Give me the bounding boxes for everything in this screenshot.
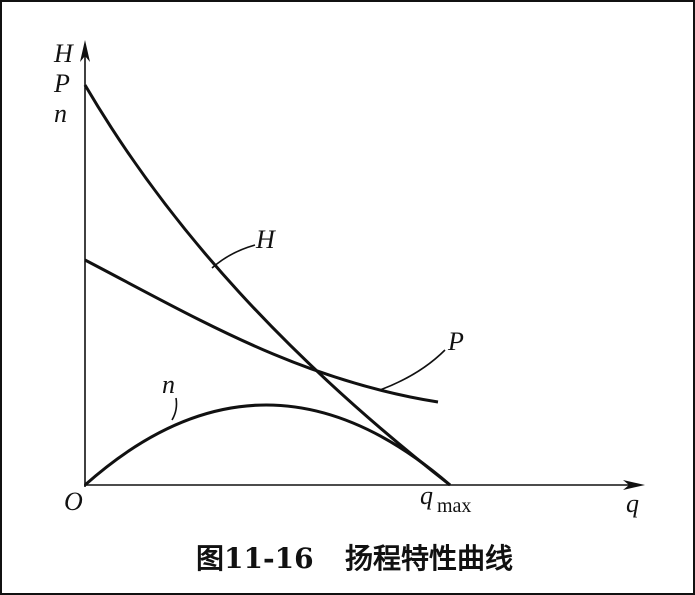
curve-label: H <box>255 225 276 254</box>
y-label: H <box>53 39 74 68</box>
y-arrow <box>80 40 90 62</box>
x-arrow <box>623 480 645 490</box>
curve-label: n <box>162 370 175 399</box>
origin-label: O <box>64 487 83 516</box>
y-label: n <box>54 99 67 128</box>
p-curve <box>84 258 439 404</box>
qmax-sub: max <box>437 495 471 517</box>
n-curve <box>84 403 451 487</box>
h-curve <box>83 84 451 487</box>
y-label: P <box>53 69 70 98</box>
caption-title: 扬程特性曲线 <box>345 542 513 575</box>
x-label: q <box>626 489 639 518</box>
n-leader <box>171 397 178 421</box>
p-leader <box>379 349 446 391</box>
curve-label: P <box>447 327 464 356</box>
qmax-label: q <box>420 481 433 510</box>
h-leader <box>211 244 256 269</box>
caption-number: 图11-16 <box>196 542 314 575</box>
